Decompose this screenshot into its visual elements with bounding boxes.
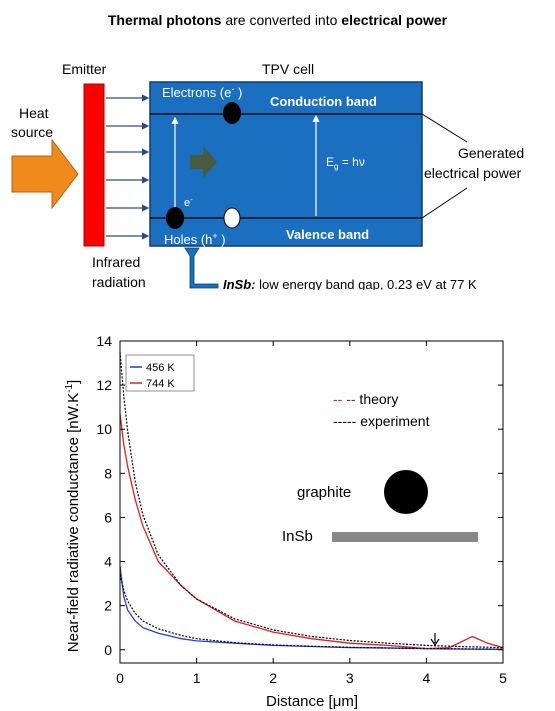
marker-arrow [430,633,440,647]
bandgap-label: Eg = hν [326,155,365,171]
graphite-sphere [384,470,428,514]
infrared-label-1: Infrared [92,254,140,270]
graphite-label: graphite [297,484,351,501]
electrons-label: Electrons (e- ) [162,84,242,100]
y-tick-label: 12 [96,377,112,393]
tpv-cell-label: TPV cell [262,61,314,77]
inner-flow-arrow [190,146,217,178]
infrared-label-2: radiation [92,274,146,290]
generated-label-2: electrical power [424,165,522,181]
x-tick-label: 5 [499,670,507,686]
output-line-bottom [421,187,468,219]
page-title: Thermal photons are converted into elect… [0,12,555,28]
plot-frame [119,340,504,664]
e-minus-label: e- [184,195,193,209]
heat-source-label-2: source [11,124,53,140]
heat-source-label-1: Heat [19,105,49,121]
tpv-diagram: Emitter TPV cell Heat source Infrared ra… [11,61,524,290]
title-mid: are converted into [221,12,342,28]
output-line-top [421,113,468,143]
heat-arrow [11,138,79,210]
series-line-theory-456-k [119,574,504,650]
emitter-bar [83,83,105,247]
electron-lower [166,207,184,229]
y-tick-label: 8 [104,465,112,481]
insb-note: InSb: low energy band gap, 0.23 eV at 77… [223,277,477,290]
series-line-456-k [119,565,504,650]
legend-456: 456 K [146,362,175,374]
y-tick-label: 2 [104,598,112,614]
infrared-arrows [106,94,150,240]
x-tick-label: 2 [269,670,277,686]
chart-legend: 456 K 744 K [125,354,195,392]
y-tick-label: 10 [96,421,112,437]
y-tick-label: 6 [104,509,112,525]
experiment-label: ----- experiment [333,413,430,429]
insb-callout-arrow [184,247,219,289]
x-tick-label: 4 [423,670,431,686]
hole [223,207,241,229]
x-tick-label: 3 [346,670,354,686]
x-axis-label: Distance [μm] [266,693,358,710]
y-tick-label: 4 [104,554,112,570]
emitter-label: Emitter [62,61,107,77]
valence-band-label: Valence band [286,227,369,242]
series-line-theory-744-k [119,351,504,649]
conduction-band-label: Conduction band [270,94,377,109]
y-axis-label: Near-field radiative conductance [nW.K-1… [64,380,82,652]
theory-label: -- -- theory [333,391,398,407]
electron-upper [223,102,241,124]
legend-744: 744 K [146,378,175,390]
generated-label-1: Generated [458,145,524,161]
x-tick-label: 1 [193,670,201,686]
y-tick-label: 14 [96,333,112,349]
x-tick-label: 0 [116,670,124,686]
holes-label: Holes (h+ ) [164,231,226,247]
y-tick-label: 0 [104,642,112,658]
title-bold-2: electrical power [341,12,448,28]
insb-slab [332,532,478,542]
title-bold-1: Thermal photons [107,12,222,28]
insb-chart-label: InSb [282,528,313,545]
